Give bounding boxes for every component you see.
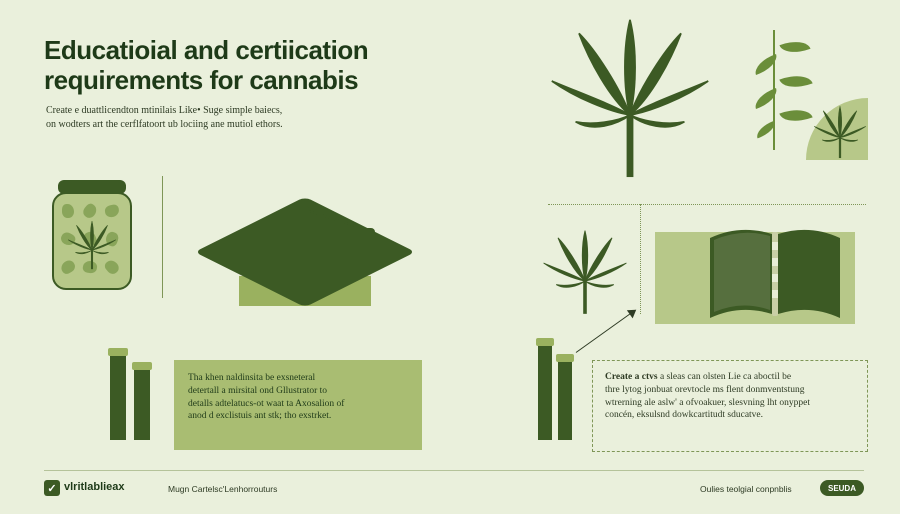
right-pillars-cap-0: [536, 338, 554, 346]
canvas: Educatioial and certiicationrequirements…: [0, 0, 900, 514]
footer-brand: vlritlablieax: [64, 481, 125, 493]
right-pillars-bar-1: [558, 360, 572, 440]
branch-plant-icon: [755, 30, 795, 150]
cannabis-leaf-mid-icon: [540, 222, 630, 322]
right-panel-line-2: wtrerning ale aslw' a ofvoakuer, slesvni…: [605, 397, 855, 410]
divider-dotted-drop: [640, 204, 641, 314]
branch-leaflet-4: [779, 103, 812, 127]
right-pillars-bar-0: [538, 344, 552, 440]
left-pillars-cap-0: [108, 348, 128, 356]
divider-dotted-right: [548, 204, 866, 205]
left-panel-line-1: detertall a mirsital ond Gllustrator to: [188, 385, 408, 398]
footer-byline: Mugn Cartelsc'Lenhorrouturs: [168, 484, 277, 494]
cannabis-leaf-large-icon: [545, 8, 715, 188]
branch-leaflet-3: [752, 88, 781, 109]
grad-cap-tassel: [361, 228, 375, 254]
title-line-2: requirements for cannabis: [44, 66, 368, 96]
jar-leaf-icon: [66, 212, 118, 278]
footer-logo-icon: ✓: [44, 480, 60, 496]
right-panel-line-3: concén, eksulsnd dowkcartitudt sducatve.: [605, 409, 855, 422]
left-panel-line-3: anod d exclistuis ant stk; tho exstrket.: [188, 410, 408, 423]
page-title: Educatioial and certiicationrequirements…: [44, 36, 368, 96]
left-panel-line-0: Tha khen naldinsita be exsneteral: [188, 372, 408, 385]
left-pillars-cap-1: [132, 362, 152, 370]
right-panel-lead: Create a ctvs: [605, 372, 658, 382]
subtitle-line-2: on wodters art the cerflfatoort ub locii…: [46, 118, 283, 132]
corner-fan-mask-r: [868, 98, 900, 164]
title-line-1: Educatioial and certiication: [44, 36, 368, 66]
branch-leaflet-0: [779, 36, 810, 59]
footer-badge: SEUDA: [820, 480, 864, 496]
left-pillars-bar-0: [110, 354, 126, 440]
subtitle-line-1: Create e duattlicendton mtinilais Like• …: [46, 104, 283, 118]
open-book-icon: [700, 218, 850, 328]
corner-fan-mask-b: [806, 160, 872, 200]
left-text-panel: Tha khen naldinsita be exsneteraldeterta…: [174, 360, 422, 450]
corner-fan-leaf-icon: [812, 104, 868, 160]
divider-vertical-left: [162, 176, 163, 298]
branch-leaflet-1: [752, 54, 781, 75]
right-text-panel: Create a ctvs a sleas can olsten Lie ca …: [592, 360, 868, 452]
left-panel-line-2: detalls adtelatucs-ot waat ta Axosalion …: [188, 398, 408, 411]
right-panel-line-1: thre lytog jonbuat orevtocle ms flent do…: [605, 384, 855, 397]
right-pillars-cap-1: [556, 354, 574, 362]
footer-rule: [44, 470, 864, 471]
page-subtitle: Create e duattlicendton mtinilais Like• …: [46, 104, 283, 131]
footer-right-text: Oulies teolgial conpnblis: [700, 484, 792, 494]
left-pillars-bar-1: [134, 368, 150, 440]
branch-leaflet-2: [779, 69, 812, 93]
right-panel-line-0: Create a ctvs a sleas can olsten Lie ca …: [605, 371, 855, 384]
